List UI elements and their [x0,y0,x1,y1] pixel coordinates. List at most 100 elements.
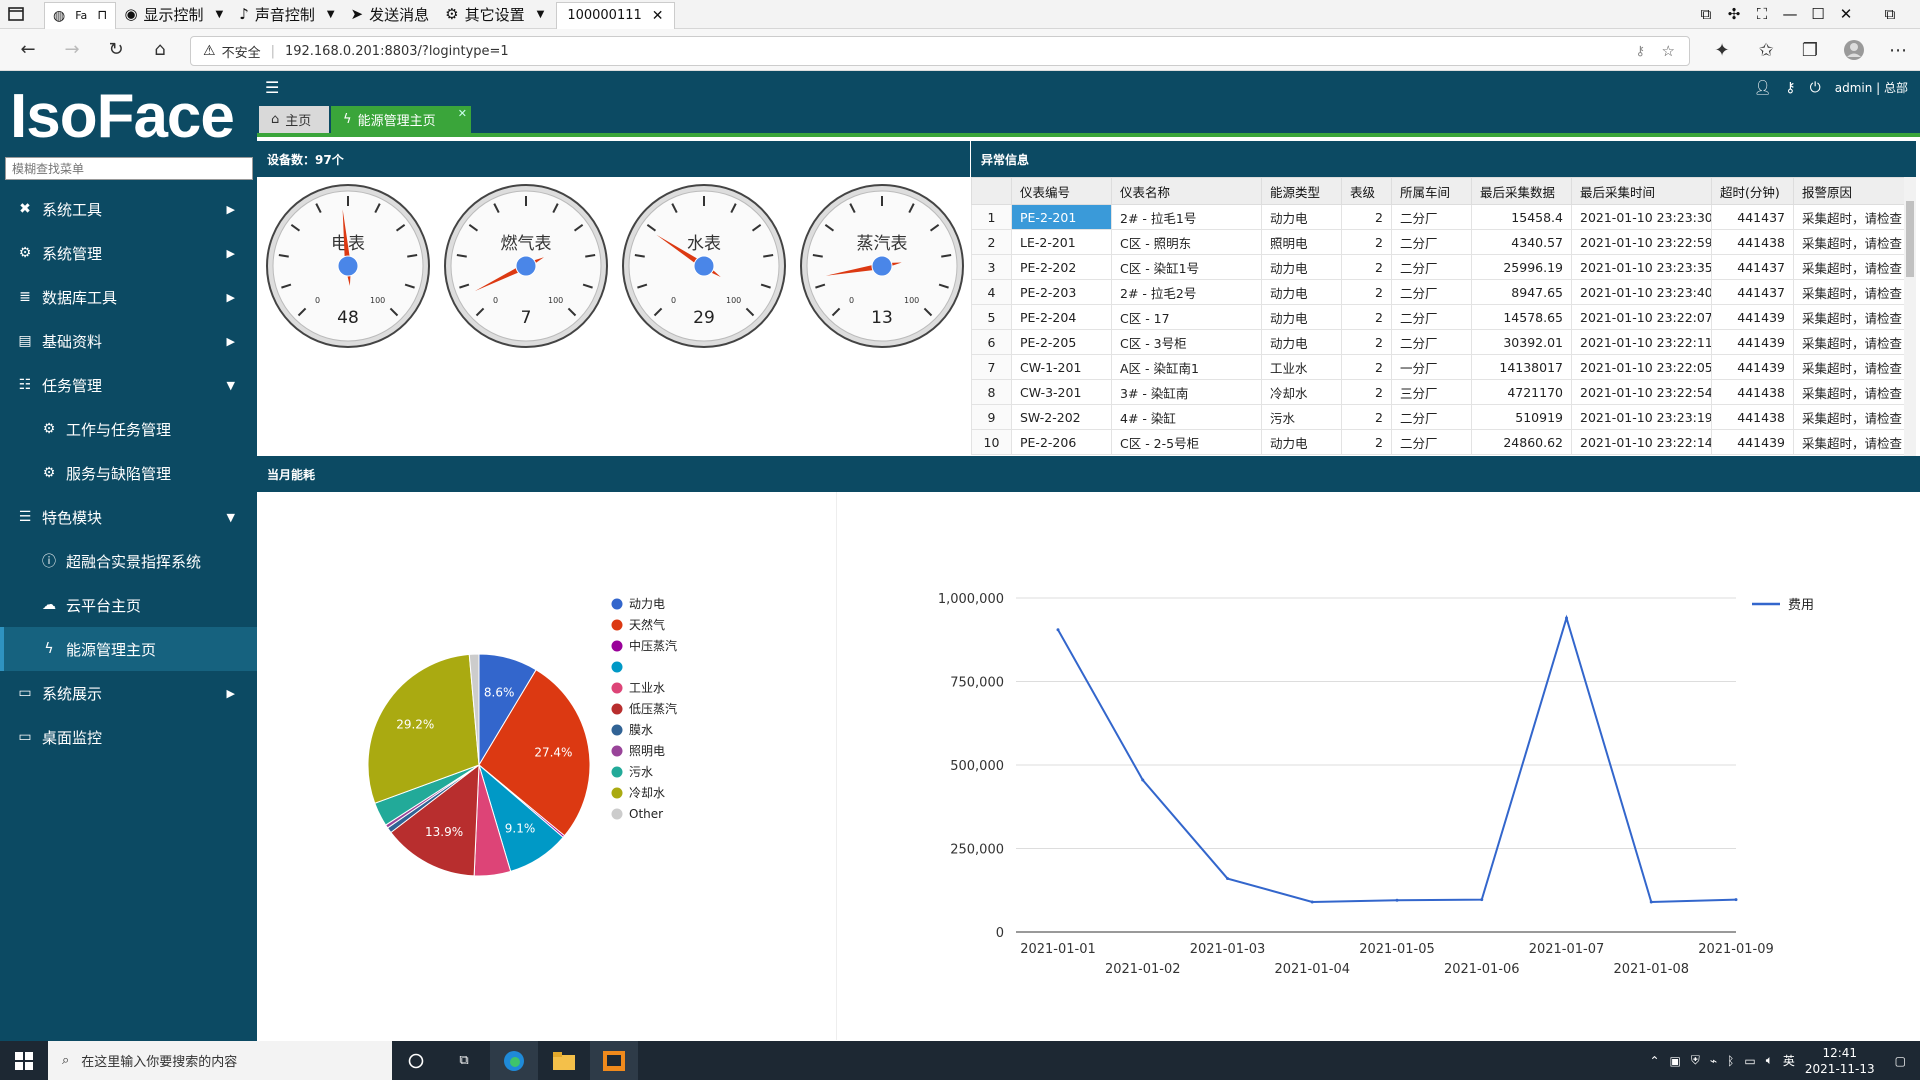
extensions-icon[interactable]: ✦ [1714,39,1730,61]
reload-icon[interactable]: ↻ [108,39,124,60]
sidebar-item-0[interactable]: ✖ 系统工具 ▶ [0,187,257,231]
column-header[interactable]: 仪表编号 [1011,177,1112,205]
pie-slice-label: 8.6% [484,685,514,699]
close-window-icon[interactable]: ✕ [1839,5,1853,23]
pie-slice[interactable] [468,653,480,766]
close-icon[interactable]: ✕ [651,7,664,24]
task-view-icon[interactable]: ⧉ [459,1053,469,1068]
notification-icon[interactable]: ▢ [1894,1053,1906,1068]
power-icon[interactable]: ⏻ [1809,79,1821,96]
sidebar-item-label: 任务管理 [42,376,103,395]
menu-toggle-icon[interactable]: ☰ [265,78,280,97]
sidebar-item-11[interactable]: ▭ 系统展示 ▶ [0,671,257,715]
table-row[interactable]: 7 CW-1-201 A区 - 染缸南1 工业水 2 一分厂 14138017 2021-01… [971,354,1916,380]
favorite-add-icon[interactable]: ☆ [1661,42,1675,60]
chevron-up-icon[interactable]: ⌃ [1649,1053,1660,1068]
profile-avatar-icon[interactable] [1832,29,1876,71]
column-header[interactable]: 最后采集数据 [1471,177,1572,205]
tab-close-icon[interactable]: ✕ [457,107,467,120]
user-icon[interactable]: 👤︎ [1753,79,1772,96]
remote-app-icon[interactable] [590,1041,638,1080]
pie-slice[interactable] [390,763,480,877]
cortana-icon[interactable] [392,1041,440,1080]
table-row[interactable]: 3 PE-2-202 C区 - 染缸1号 动力电 2 二分厂 25996.19 2021-01… [971,254,1916,280]
browser-tab[interactable]: ◍ Fa ⊓ [44,1,117,29]
table-row[interactable]: 6 PE-2-205 C区 - 3号柜 动力电 2 二分厂 30392.01 2021-01-… [971,329,1916,355]
display-control-menu[interactable]: ◉ 显示控制 ▼ [116,0,231,29]
bluetooth-icon[interactable]: ᛒ [1727,1053,1735,1068]
table-row[interactable]: 1 PE-2-201 2# - 拉毛1号 动力电 2 二分厂 15458.4 2021-01-… [971,204,1916,230]
usb-icon[interactable]: ⌁ [1709,1053,1718,1068]
table-cell: 冷却水 [1261,379,1342,405]
table-row[interactable]: 4 PE-2-203 2# - 拉毛2号 动力电 2 二分厂 8947.65 2021-01-… [971,279,1916,305]
clock[interactable]: 12:41 2021-11-13 [1805,1045,1875,1077]
sidebar-item-7[interactable]: ☰ 特色模块 ▼ [0,495,257,539]
url-field[interactable]: ⚠ 不安全 | 192.168.0.201:8803/?logintype=1 … [190,36,1690,66]
scrollbar-thumb[interactable] [1906,201,1914,277]
sidebar-item-8[interactable]: ⓘ 超融合实景指挥系统 [0,539,257,583]
collections-icon[interactable]: ❐ [1801,39,1819,61]
sidebar-item-10[interactable]: ϟ 能源管理主页 [0,627,257,671]
maximize-icon[interactable]: ☐ [1811,5,1825,23]
pin-icon[interactable]: ✣ [1727,5,1741,23]
display-control-label: 显示控制 [143,5,204,24]
session-tab[interactable]: 100000111 ✕ [556,1,675,29]
windows-start-icon[interactable] [0,1041,48,1080]
pie-slice[interactable] [478,669,591,837]
fullscreen-icon[interactable]: ⛶ [1756,5,1768,23]
more-options-icon[interactable]: ⋯ [1889,39,1907,61]
x-tick-label: 2021-01-04 [1274,962,1350,977]
column-header[interactable]: 能源类型 [1261,177,1342,205]
back-arrow-icon[interactable]: ← [20,39,36,60]
pie-slice[interactable] [367,653,480,804]
sidebar-item-4[interactable]: ☷ 任务管理 ▼ [0,363,257,407]
file-explorer-icon[interactable] [540,1041,588,1080]
column-header[interactable]: 仪表名称 [1111,177,1262,205]
sidebar-item-3[interactable]: ▤ 基础资料 ▶ [0,319,257,363]
key-icon[interactable]: ⚷ [1785,79,1796,96]
sidebar-item-12[interactable]: ▭ 桌面监控 [0,715,257,759]
menu-search-input[interactable] [5,157,253,180]
tab-energy[interactable]: ϟ 能源管理主页 ✕ [331,106,471,133]
volume-icon[interactable]: 🔈︎ [1765,1053,1773,1067]
sidebar-item-9[interactable]: ☁ 云平台主页 [0,583,257,627]
ime-indicator[interactable]: 英 [1782,1054,1795,1068]
favorites-icon[interactable]: ✩ [1758,39,1774,61]
sidebar-item-1[interactable]: ⚙ 系统管理 ▶ [0,231,257,275]
sidebar-item-6[interactable]: ⚙ 服务与缺陷管理 [0,451,257,495]
table-cell: PE-2-204 [1011,304,1112,330]
user-info[interactable]: admin | 总部 [1834,81,1908,95]
table-row[interactable]: 9 SW-2-202 4# - 染缸 污水 2 二分厂 510919 2021-01-10 2… [971,404,1916,430]
forward-arrow-icon[interactable]: → [64,39,80,60]
column-header[interactable]: 超时(分钟) [1711,177,1794,205]
sidebar-item-2[interactable]: ≣ 数据库工具 ▶ [0,275,257,319]
sidebar-item-5[interactable]: ⚙ 工作与任务管理 [0,407,257,451]
edge-browser-icon[interactable] [490,1041,538,1080]
table-row[interactable]: 8 CW-3-201 3# - 染缸南 冷却水 2 三分厂 4721170 2021-01-1… [971,379,1916,405]
restore-icon[interactable]: ⧉ [1700,5,1712,23]
column-header[interactable]: 报警原因 [1793,177,1916,205]
table-row[interactable]: 10 PE-2-206 C区 - 2-5号柜 动力电 2 二分厂 24860.62 2021-… [971,429,1916,455]
shield-icon[interactable]: ⛨ [1690,1053,1700,1067]
table-row[interactable]: 5 PE-2-204 C区 - 17 动力电 2 二分厂 14578.65 2021-01-1… [971,304,1916,330]
minimize-icon[interactable]: — [1782,5,1798,23]
sound-control-menu[interactable]: ♪ 声音控制 ▼ [231,0,342,29]
tray-app-icon[interactable]: ▣ [1669,1053,1681,1068]
taskbar-search[interactable]: ⌕ 在这里输入你要搜索的内容 [48,1041,392,1080]
tab-home[interactable]: ⌂ 主页 [259,106,329,133]
legend-swatch [611,724,623,736]
outer-restore-icon[interactable]: ⧉ [1884,5,1896,23]
network-icon[interactable]: ▭ [1744,1053,1756,1068]
table-cell: 2 [971,229,1012,255]
home-icon[interactable]: ⌂ [154,39,166,60]
column-header[interactable]: 表级 [1341,177,1392,205]
table-row[interactable]: 2 LE-2-201 C区 - 照明东 照明电 2 二分厂 4340.57 2021-01-1… [971,229,1916,255]
table-scrollbar[interactable] [1904,177,1916,456]
window-menu-button[interactable] [0,0,32,29]
column-header[interactable]: 最后采集时间 [1571,177,1712,205]
key-icon[interactable]: ⚷ [1635,43,1645,59]
send-message-button[interactable]: ➤ 发送消息 [343,0,438,29]
other-settings-menu[interactable]: ⚙ 其它设置 ▼ [437,0,552,29]
session-tab-label: 100000111 [567,8,642,23]
column-header[interactable]: 所属车间 [1391,177,1472,205]
